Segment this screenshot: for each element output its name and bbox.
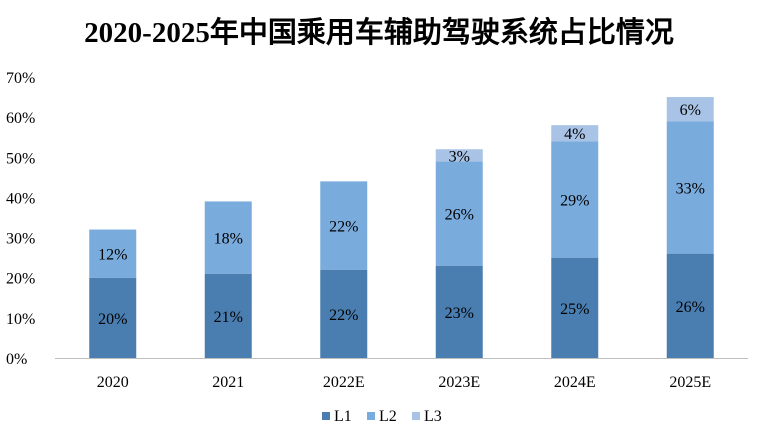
x-tick-label: 2023E (438, 374, 480, 391)
bar-l2 (320, 181, 368, 270)
data-label: 22% (329, 219, 358, 236)
data-label: 26% (445, 206, 474, 223)
x-tick-label: 2021 (212, 374, 244, 391)
bar-l3 (666, 97, 714, 122)
x-tick-label: 2024E (554, 374, 596, 391)
legend-label: L1 (334, 408, 352, 425)
y-tick-label: 60% (6, 110, 35, 127)
bar-l1 (551, 257, 599, 358)
bar-l2 (551, 141, 599, 258)
legend-label: L2 (379, 408, 397, 425)
data-label: 29% (560, 192, 589, 209)
y-tick-label: 0% (6, 351, 27, 368)
bar-l1 (666, 253, 714, 358)
data-label: 18% (214, 231, 243, 248)
data-label: 3% (449, 148, 470, 165)
bar-l1 (89, 277, 137, 358)
bar-l1 (435, 265, 483, 358)
data-label: 12% (98, 247, 127, 264)
y-tick-label: 20% (6, 271, 35, 288)
x-tick-label: 2020 (97, 374, 129, 391)
legend-swatch-l2 (367, 412, 375, 420)
data-label: 22% (329, 307, 358, 324)
chart-title: 2020-2025年中国乘用车辅助驾驶系统占比情况 (84, 15, 674, 49)
data-label: 6% (680, 102, 701, 119)
data-label: 4% (564, 126, 585, 143)
legend-swatch-l1 (322, 412, 330, 420)
data-label: 23% (445, 305, 474, 322)
bar-l3 (551, 125, 599, 142)
bar-l1 (320, 269, 368, 358)
bar-l2 (204, 201, 252, 274)
y-tick-label: 50% (6, 150, 35, 167)
bar-l2 (435, 161, 483, 266)
bar-l2 (666, 121, 714, 254)
data-label: 20% (98, 311, 127, 328)
x-tick-label: 2025E (669, 374, 711, 391)
y-tick-label: 70% (6, 70, 35, 87)
bar-l2 (89, 229, 137, 278)
x-tick-label: 2022E (323, 374, 365, 391)
data-label: 33% (676, 180, 705, 197)
data-label: 21% (214, 309, 243, 326)
data-label: 26% (676, 299, 705, 316)
y-tick-label: 10% (6, 311, 35, 328)
y-tick-label: 40% (6, 190, 35, 207)
y-tick-label: 30% (6, 231, 35, 248)
legend-swatch-l3 (412, 412, 420, 420)
bar-l1 (204, 273, 252, 358)
legend-label: L3 (424, 408, 442, 425)
bar-l3 (435, 149, 483, 162)
data-label: 25% (560, 301, 589, 318)
